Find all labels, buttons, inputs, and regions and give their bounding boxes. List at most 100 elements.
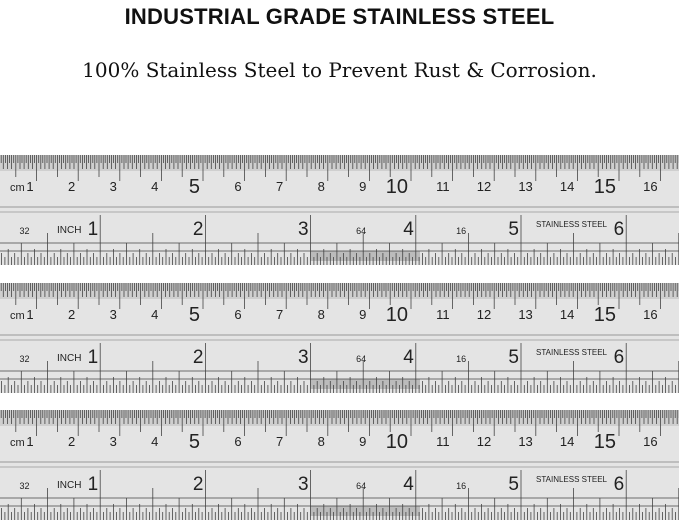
cm-label: 5	[189, 176, 200, 198]
inch-ticks	[0, 470, 679, 520]
cm-label: 9	[359, 434, 366, 449]
cm-label: 7	[276, 307, 283, 322]
cm-label: 5	[189, 431, 200, 453]
cm-label: 12	[477, 434, 491, 449]
inch-ticks	[0, 215, 679, 265]
worn-band	[310, 251, 420, 261]
cm-label: 16	[643, 434, 657, 449]
cm-label: 2	[68, 307, 75, 322]
cm-ticks	[0, 283, 679, 309]
inch-ticks	[0, 343, 679, 393]
inch-label: 4	[403, 219, 414, 240]
cm-label: 4	[151, 307, 158, 322]
cm-label: 4	[151, 434, 158, 449]
cm-label: 1	[26, 179, 33, 194]
cm-label: 15	[594, 304, 616, 326]
scale-mark-label: 32	[20, 481, 30, 491]
cm-label: 1	[26, 434, 33, 449]
cm-label: 15	[594, 431, 616, 453]
cm-label: 10	[386, 304, 408, 326]
worn-band	[310, 506, 420, 516]
cm-label: 12	[477, 179, 491, 194]
cm-label: 3	[110, 434, 117, 449]
inch-unit-label: INCH	[57, 353, 81, 364]
worn-band	[310, 379, 420, 389]
cm-ticks	[0, 155, 679, 181]
scale-mark-label: 64	[356, 481, 366, 491]
cm-label: 12	[477, 307, 491, 322]
cm-label: 10	[386, 176, 408, 198]
cm-label: 6	[234, 434, 241, 449]
cm-label: 13	[518, 434, 532, 449]
inch-label: 5	[508, 474, 519, 495]
inch-label: 6	[614, 219, 625, 240]
ruler-body	[0, 410, 679, 520]
cm-label: 8	[318, 179, 325, 194]
cm-label: 14	[560, 434, 574, 449]
cm-label: 10	[386, 431, 408, 453]
cm-label: 3	[110, 307, 117, 322]
ruler-body	[0, 155, 679, 265]
brand-text: STAINLESS STEEL	[536, 475, 608, 484]
inch-label: 1	[88, 347, 99, 368]
cm-label: 14	[560, 179, 574, 194]
cm-label: 16	[643, 179, 657, 194]
cm-label: 2	[68, 179, 75, 194]
inch-label: 3	[298, 474, 309, 495]
inch-label: 1	[88, 474, 99, 495]
inch-label: 2	[193, 474, 204, 495]
cm-label: 16	[643, 307, 657, 322]
cm-label: 9	[359, 179, 366, 194]
inch-label: 2	[193, 347, 204, 368]
cm-label: 14	[560, 307, 574, 322]
inch-label: 4	[403, 347, 414, 368]
scale-mark-label: 32	[20, 354, 30, 364]
cm-label: 7	[276, 434, 283, 449]
inch-unit-label: INCH	[57, 225, 81, 236]
cm-label: 6	[234, 179, 241, 194]
cm-label: 9	[359, 307, 366, 322]
scale-mark-label: 16	[456, 354, 466, 364]
cm-unit-label: cm	[10, 182, 25, 194]
cm-label: 13	[518, 179, 532, 194]
cm-label: 1	[26, 307, 33, 322]
scale-mark-label: 64	[356, 226, 366, 236]
brand-text: STAINLESS STEEL	[536, 220, 608, 229]
heading: INDUSTRIAL GRADE STAINLESS STEEL	[124, 4, 555, 29]
inch-label: 6	[614, 474, 625, 495]
cm-label: 8	[318, 434, 325, 449]
cm-unit-label: cm	[10, 437, 25, 449]
brand-text: STAINLESS STEEL	[536, 348, 608, 357]
cm-ticks	[0, 410, 679, 436]
cm-label: 6	[234, 307, 241, 322]
inch-label: 4	[403, 474, 414, 495]
scale-mark-label: 16	[456, 226, 466, 236]
inch-label: 3	[298, 219, 309, 240]
subheading: 100% Stainless Steel to Prevent Rust & C…	[82, 58, 597, 82]
inch-label: 5	[508, 347, 519, 368]
cm-label: 13	[518, 307, 532, 322]
cm-label: 4	[151, 179, 158, 194]
inch-label: 1	[88, 219, 99, 240]
scale-mark-label: 16	[456, 481, 466, 491]
inch-label: 2	[193, 219, 204, 240]
cm-label: 8	[318, 307, 325, 322]
inch-label: 6	[614, 347, 625, 368]
cm-label: 3	[110, 179, 117, 194]
cm-label: 11	[436, 307, 450, 322]
cm-label: 7	[276, 179, 283, 194]
cm-label: 11	[436, 179, 450, 194]
scale-mark-label: 32	[20, 226, 30, 236]
cm-label: 5	[189, 304, 200, 326]
cm-label: 11	[436, 434, 450, 449]
inch-label: 5	[508, 219, 519, 240]
ruler-body	[0, 283, 679, 393]
inch-label: 3	[298, 347, 309, 368]
cm-label: 2	[68, 434, 75, 449]
cm-unit-label: cm	[10, 310, 25, 322]
inch-unit-label: INCH	[57, 480, 81, 491]
cm-label: 15	[594, 176, 616, 198]
